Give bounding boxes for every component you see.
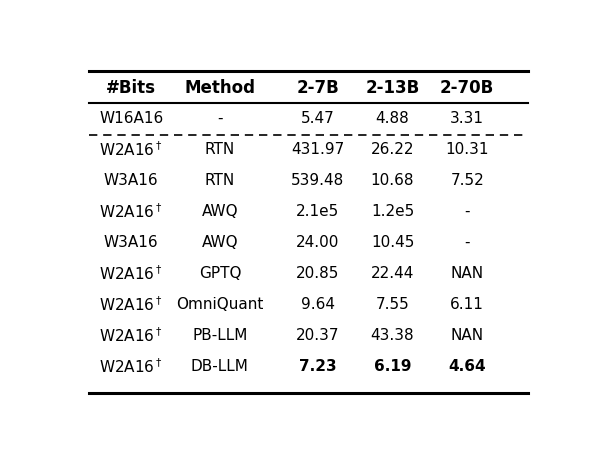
Text: W2A16$^\dagger$: W2A16$^\dagger$ xyxy=(99,140,163,158)
Text: 2.1e5: 2.1e5 xyxy=(296,204,340,219)
Text: PB-LLM: PB-LLM xyxy=(192,328,247,343)
Text: 43.38: 43.38 xyxy=(371,328,414,343)
Text: 20.37: 20.37 xyxy=(296,328,340,343)
Text: 26.22: 26.22 xyxy=(371,142,414,156)
Text: W2A16$^\dagger$: W2A16$^\dagger$ xyxy=(99,357,163,375)
Text: W2A16$^\dagger$: W2A16$^\dagger$ xyxy=(99,326,163,344)
Text: 7.52: 7.52 xyxy=(450,173,484,188)
Text: 431.97: 431.97 xyxy=(291,142,344,156)
Text: 4.88: 4.88 xyxy=(376,111,409,125)
Text: 2-70B: 2-70B xyxy=(440,79,494,97)
Text: W2A16$^\dagger$: W2A16$^\dagger$ xyxy=(99,202,163,220)
Text: 6.19: 6.19 xyxy=(374,359,411,374)
Text: NAN: NAN xyxy=(450,328,484,343)
Text: 2-13B: 2-13B xyxy=(365,79,420,97)
Text: 20.85: 20.85 xyxy=(296,266,340,281)
Text: 6.11: 6.11 xyxy=(450,297,484,312)
Text: 10.31: 10.31 xyxy=(445,142,489,156)
Text: Method: Method xyxy=(184,79,255,97)
Text: 3.31: 3.31 xyxy=(450,111,484,125)
Text: #Bits: #Bits xyxy=(106,79,157,97)
Text: W3A16: W3A16 xyxy=(104,235,158,250)
Text: W3A16: W3A16 xyxy=(104,173,158,188)
Text: 5.47: 5.47 xyxy=(301,111,335,125)
Text: 4.64: 4.64 xyxy=(448,359,486,374)
Text: OmniQuant: OmniQuant xyxy=(176,297,264,312)
Text: DB-LLM: DB-LLM xyxy=(191,359,249,374)
Text: -: - xyxy=(464,204,470,219)
Text: AWQ: AWQ xyxy=(202,235,238,250)
Text: 9.64: 9.64 xyxy=(301,297,335,312)
Text: 7.23: 7.23 xyxy=(299,359,337,374)
Text: 2-7B: 2-7B xyxy=(296,79,340,97)
Text: 10.45: 10.45 xyxy=(371,235,414,250)
Text: 22.44: 22.44 xyxy=(371,266,414,281)
Text: W2A16$^\dagger$: W2A16$^\dagger$ xyxy=(99,264,163,282)
Text: AWQ: AWQ xyxy=(202,204,238,219)
Text: NAN: NAN xyxy=(450,266,484,281)
Text: W2A16$^\dagger$: W2A16$^\dagger$ xyxy=(99,295,163,313)
Text: -: - xyxy=(464,235,470,250)
Text: 24.00: 24.00 xyxy=(296,235,340,250)
Text: RTN: RTN xyxy=(205,173,235,188)
Text: W16A16: W16A16 xyxy=(99,111,163,125)
Text: 1.2e5: 1.2e5 xyxy=(371,204,414,219)
Text: 10.68: 10.68 xyxy=(371,173,414,188)
Text: 539.48: 539.48 xyxy=(291,173,344,188)
Text: GPTQ: GPTQ xyxy=(199,266,241,281)
Text: RTN: RTN xyxy=(205,142,235,156)
Text: 7.55: 7.55 xyxy=(376,297,409,312)
Text: -: - xyxy=(217,111,223,125)
